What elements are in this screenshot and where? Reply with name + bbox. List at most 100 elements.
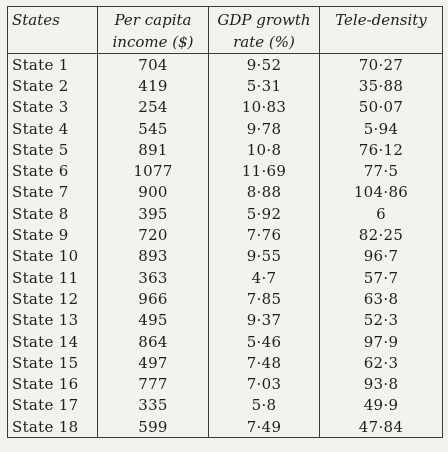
income-cell: 419	[97, 75, 209, 97]
state-cell: State 15	[7, 352, 98, 374]
income-cell: 254	[97, 96, 209, 118]
income-cell: 495	[97, 309, 209, 331]
table-row: State 14 864 5·46 97·9	[7, 330, 443, 353]
gdp-cell: 9·37	[208, 309, 320, 331]
tele-cell: 35·88	[319, 75, 443, 97]
state-cell: State 16	[7, 373, 98, 395]
header-gdp-line2: rate (%)	[233, 33, 295, 51]
state-cell: State 6	[7, 160, 98, 182]
table-row: State 8 395 5·92 6	[7, 203, 443, 225]
tele-cell: 63·8	[319, 288, 443, 310]
income-cell: 497	[97, 352, 209, 374]
tele-cell: 52·3	[319, 309, 443, 331]
tele-cell: 104·86	[319, 181, 443, 204]
state-cell: State 10	[7, 245, 98, 267]
table-row: State 12 966 7·85 63·8	[7, 288, 443, 310]
state-cell: State 18	[7, 416, 98, 439]
gdp-cell: 7·76	[208, 224, 320, 246]
header-states: States	[7, 6, 98, 54]
state-cell: State 7	[7, 181, 98, 204]
income-cell: 893	[97, 245, 209, 267]
state-cell: State 9	[7, 224, 98, 246]
income-cell: 720	[97, 224, 209, 246]
table-row: State 18 599 7·49 47·84	[7, 416, 443, 439]
tele-cell: 62·3	[319, 352, 443, 374]
gdp-cell: 9·52	[208, 53, 320, 76]
tele-cell: 77·5	[319, 160, 443, 182]
header-gdp: GDP growth rate (%)	[208, 6, 320, 54]
income-cell: 335	[97, 394, 209, 417]
gdp-cell: 5·92	[208, 203, 320, 225]
header-tele-label: Tele-density	[335, 11, 427, 29]
table-row: State 9 720 7·76 82·25	[7, 224, 443, 246]
state-cell: State 17	[7, 394, 98, 417]
table-row: State 16 777 7·03 93·8	[7, 373, 443, 395]
income-cell: 900	[97, 181, 209, 204]
gdp-cell: 10·8	[208, 139, 320, 161]
gdp-cell: 5·8	[208, 394, 320, 417]
table-row: State 17 335 5·8 49·9	[7, 394, 443, 417]
table-body: State 1 704 9·52 70·27 State 2 419 5·31 35·88 St…	[7, 53, 443, 439]
income-cell: 599	[97, 416, 209, 439]
tele-cell: 93·8	[319, 373, 443, 395]
tele-cell: 96·7	[319, 245, 443, 267]
gdp-cell: 8·88	[208, 181, 320, 204]
header-tele: Tele-density	[319, 6, 443, 54]
gdp-cell: 7·85	[208, 288, 320, 310]
header-gdp-line1: GDP growth	[217, 11, 311, 29]
income-cell: 1077	[97, 160, 209, 182]
state-cell: State 3	[7, 96, 98, 118]
table-row: State 11 363 4·7 57·7	[7, 266, 443, 289]
gdp-cell: 7·49	[208, 416, 320, 439]
table-row: State 13 495 9·37 52·3	[7, 309, 443, 331]
table-header-row: States Per capita income ($) GDP growth …	[7, 6, 443, 54]
income-cell: 363	[97, 266, 209, 289]
state-cell: State 5	[7, 139, 98, 161]
tele-cell: 70·27	[319, 53, 443, 76]
tele-cell: 82·25	[319, 224, 443, 246]
table-row: State 1 704 9·52 70·27	[7, 53, 443, 76]
income-cell: 545	[97, 117, 209, 140]
income-cell: 864	[97, 330, 209, 353]
tele-cell: 76·12	[319, 139, 443, 161]
table-row: State 4 545 9·78 5·94	[7, 117, 443, 140]
table-row: State 7 900 8·88 104·86	[7, 181, 443, 204]
income-cell: 395	[97, 203, 209, 225]
tele-cell: 57·7	[319, 266, 443, 289]
header-income-line1: Per capita	[114, 11, 192, 29]
header-income-line2: income ($)	[112, 33, 194, 51]
gdp-cell: 4·7	[208, 266, 320, 289]
income-cell: 891	[97, 139, 209, 161]
state-cell: State 14	[7, 330, 98, 353]
gdp-cell: 5·31	[208, 75, 320, 97]
gdp-cell: 5·46	[208, 330, 320, 353]
header-income: Per capita income ($)	[97, 6, 209, 54]
header-states-label: States	[12, 11, 60, 29]
table-row: State 2 419 5·31 35·88	[7, 75, 443, 97]
state-cell: State 8	[7, 203, 98, 225]
state-cell: State 13	[7, 309, 98, 331]
income-cell: 704	[97, 53, 209, 76]
tele-cell: 47·84	[319, 416, 443, 439]
states-data-table: States Per capita income ($) GDP growth …	[7, 6, 443, 439]
table-row: State 5 891 10·8 76·12	[7, 139, 443, 161]
income-cell: 966	[97, 288, 209, 310]
table-row: State 10 893 9·55 96·7	[7, 245, 443, 267]
table-row: State 3 254 10·83 50·07	[7, 96, 443, 118]
tele-cell: 50·07	[319, 96, 443, 118]
gdp-cell: 10·83	[208, 96, 320, 118]
table-row: State 15 497 7·48 62·3	[7, 352, 443, 374]
state-cell: State 4	[7, 117, 98, 140]
state-cell: State 2	[7, 75, 98, 97]
state-cell: State 12	[7, 288, 98, 310]
gdp-cell: 9·78	[208, 117, 320, 140]
tele-cell: 97·9	[319, 330, 443, 353]
gdp-cell: 7·03	[208, 373, 320, 395]
tele-cell: 49·9	[319, 394, 443, 417]
state-cell: State 1	[7, 53, 98, 76]
table-row: State 6 1077 11·69 77·5	[7, 160, 443, 182]
gdp-cell: 9·55	[208, 245, 320, 267]
tele-cell: 5·94	[319, 117, 443, 140]
gdp-cell: 7·48	[208, 352, 320, 374]
